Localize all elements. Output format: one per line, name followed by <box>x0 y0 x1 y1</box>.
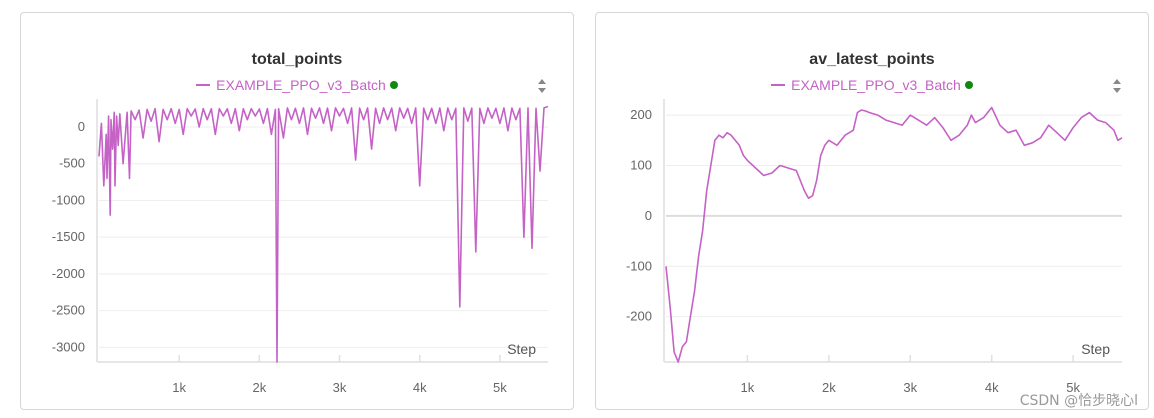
chart-total-points: 0 -500 -1000 -1500 -2000 -2500 -3000 1k 2k 3k 4k 5k… <box>52 99 549 395</box>
y-tick-label: -200 <box>626 309 652 324</box>
y-tick-label: 0 <box>78 119 85 134</box>
x-tick-label: 3k <box>333 380 347 395</box>
y-tick-label: 200 <box>630 107 652 122</box>
sort-arrows-icon[interactable] <box>537 78 547 94</box>
y-tick-label: -1000 <box>52 192 85 207</box>
x-tick-label: 5k <box>1066 380 1080 395</box>
x-tick-label: 3k <box>903 380 917 395</box>
legend-line-swatch <box>771 84 786 87</box>
x-tick-label: 4k <box>985 380 999 395</box>
y-tick-label: -100 <box>626 258 652 273</box>
legend[interactable]: EXAMPLE_PPO_v3_Batch <box>596 77 1148 93</box>
y-tick-label: 100 <box>630 157 652 172</box>
x-tick-label: 2k <box>822 380 836 395</box>
x-tick-label: 1k <box>172 380 186 395</box>
x-tick-label: 1k <box>741 380 755 395</box>
watermark: CSDN @恰步晓心l <box>1019 393 1138 409</box>
y-tick-label: -1500 <box>52 229 85 244</box>
x-axis-label: Step <box>507 341 536 357</box>
y-tick-label: -2500 <box>52 303 85 318</box>
chart-av-latest-points: 200 100 0 -100 -200 1k 2k 3k 4k 5k Step <box>626 99 1123 395</box>
legend-series-label: EXAMPLE_PPO_v3_Batch <box>791 77 961 93</box>
y-tick-label: -2000 <box>52 266 85 281</box>
legend-series-label: EXAMPLE_PPO_v3_Batch <box>216 77 386 93</box>
chart-title: av_latest_points <box>809 51 935 68</box>
x-tick-label: 5k <box>493 380 507 395</box>
y-tick-label: -3000 <box>52 339 85 354</box>
x-tick-label: 2k <box>252 380 266 395</box>
x-axis-label: Step <box>1081 341 1110 357</box>
chart-panel-total-points: 0 -500 -1000 -1500 -2000 -2500 -3000 1k 2k 3k 4k 5k… <box>20 12 574 410</box>
sort-arrows-icon[interactable] <box>1112 78 1122 94</box>
chart-title: total_points <box>251 51 343 68</box>
chart-panel-av-latest-points: 200 100 0 -100 -200 1k 2k 3k 4k 5k Step av_latest_… <box>595 12 1149 410</box>
legend-line-swatch <box>196 84 211 87</box>
y-tick-label: -500 <box>59 156 85 171</box>
status-dot-icon <box>389 81 398 90</box>
legend[interactable]: EXAMPLE_PPO_v3_Batch <box>21 77 573 93</box>
status-dot-icon <box>964 81 973 90</box>
y-tick-label: 0 <box>645 208 652 223</box>
series-line-EXAMPLE_PPO_v3_Batch <box>98 105 549 363</box>
series-line-EXAMPLE_PPO_v3_Batch <box>665 106 1123 363</box>
x-tick-label: 4k <box>413 380 427 395</box>
